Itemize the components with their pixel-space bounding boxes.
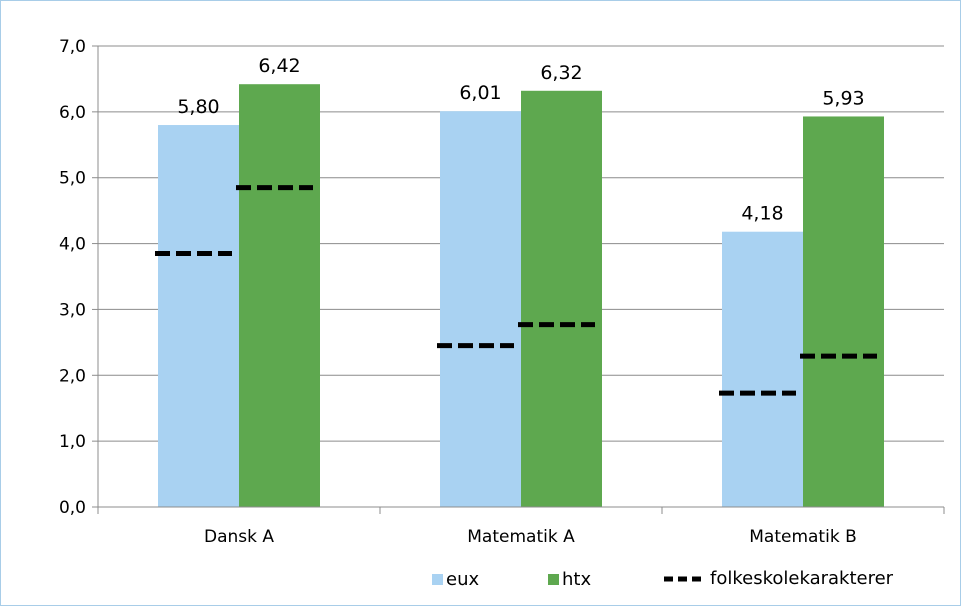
y-tick-label: 3,0 [59,300,86,320]
y-tick-label: 4,0 [59,235,86,255]
bars [158,84,884,508]
legend-label-eux: eux [446,569,479,590]
data-label-eux: 6,01 [459,82,501,104]
legend-swatch-htx [548,574,559,585]
y-tick-label: 6,0 [59,103,86,123]
data-label-htx: 6,42 [258,55,300,77]
y-tick-label: 2,0 [59,366,86,386]
bar-htx [521,90,602,507]
legend: eux htx folkeskolekarakterer [432,568,894,590]
bar-htx [803,116,884,508]
y-tick-label: 7,0 [59,37,86,57]
bar-eux [158,125,239,508]
data-label-eux: 5,80 [177,96,219,118]
folkeskole-markers [155,185,877,396]
legend-label-htx: htx [562,569,591,590]
y-tick-label: 5,0 [59,169,86,189]
legend-label-folkeskole: folkeskolekarakterer [710,568,894,589]
x-tick-label: Matematik A [467,527,575,547]
bar-eux [440,111,521,507]
data-labels: 5,80 6,42 6,01 6,32 4,18 5,93 [177,55,864,225]
axes: 0,0 1,0 2,0 3,0 4,0 5,0 6,0 7,0 Dansk A Matematik… [59,37,945,547]
data-label-htx: 6,32 [540,62,582,84]
bar-htx [239,84,320,507]
data-label-eux: 4,18 [741,203,783,225]
data-label-htx: 5,93 [822,87,864,109]
bar-eux [722,231,803,507]
y-tick-label: 0,0 [59,498,86,518]
x-tick-label: Matematik B [749,527,857,547]
x-tick-label: Dansk A [204,527,274,547]
legend-swatch-eux [432,574,443,585]
y-tick-label: 1,0 [59,432,86,452]
